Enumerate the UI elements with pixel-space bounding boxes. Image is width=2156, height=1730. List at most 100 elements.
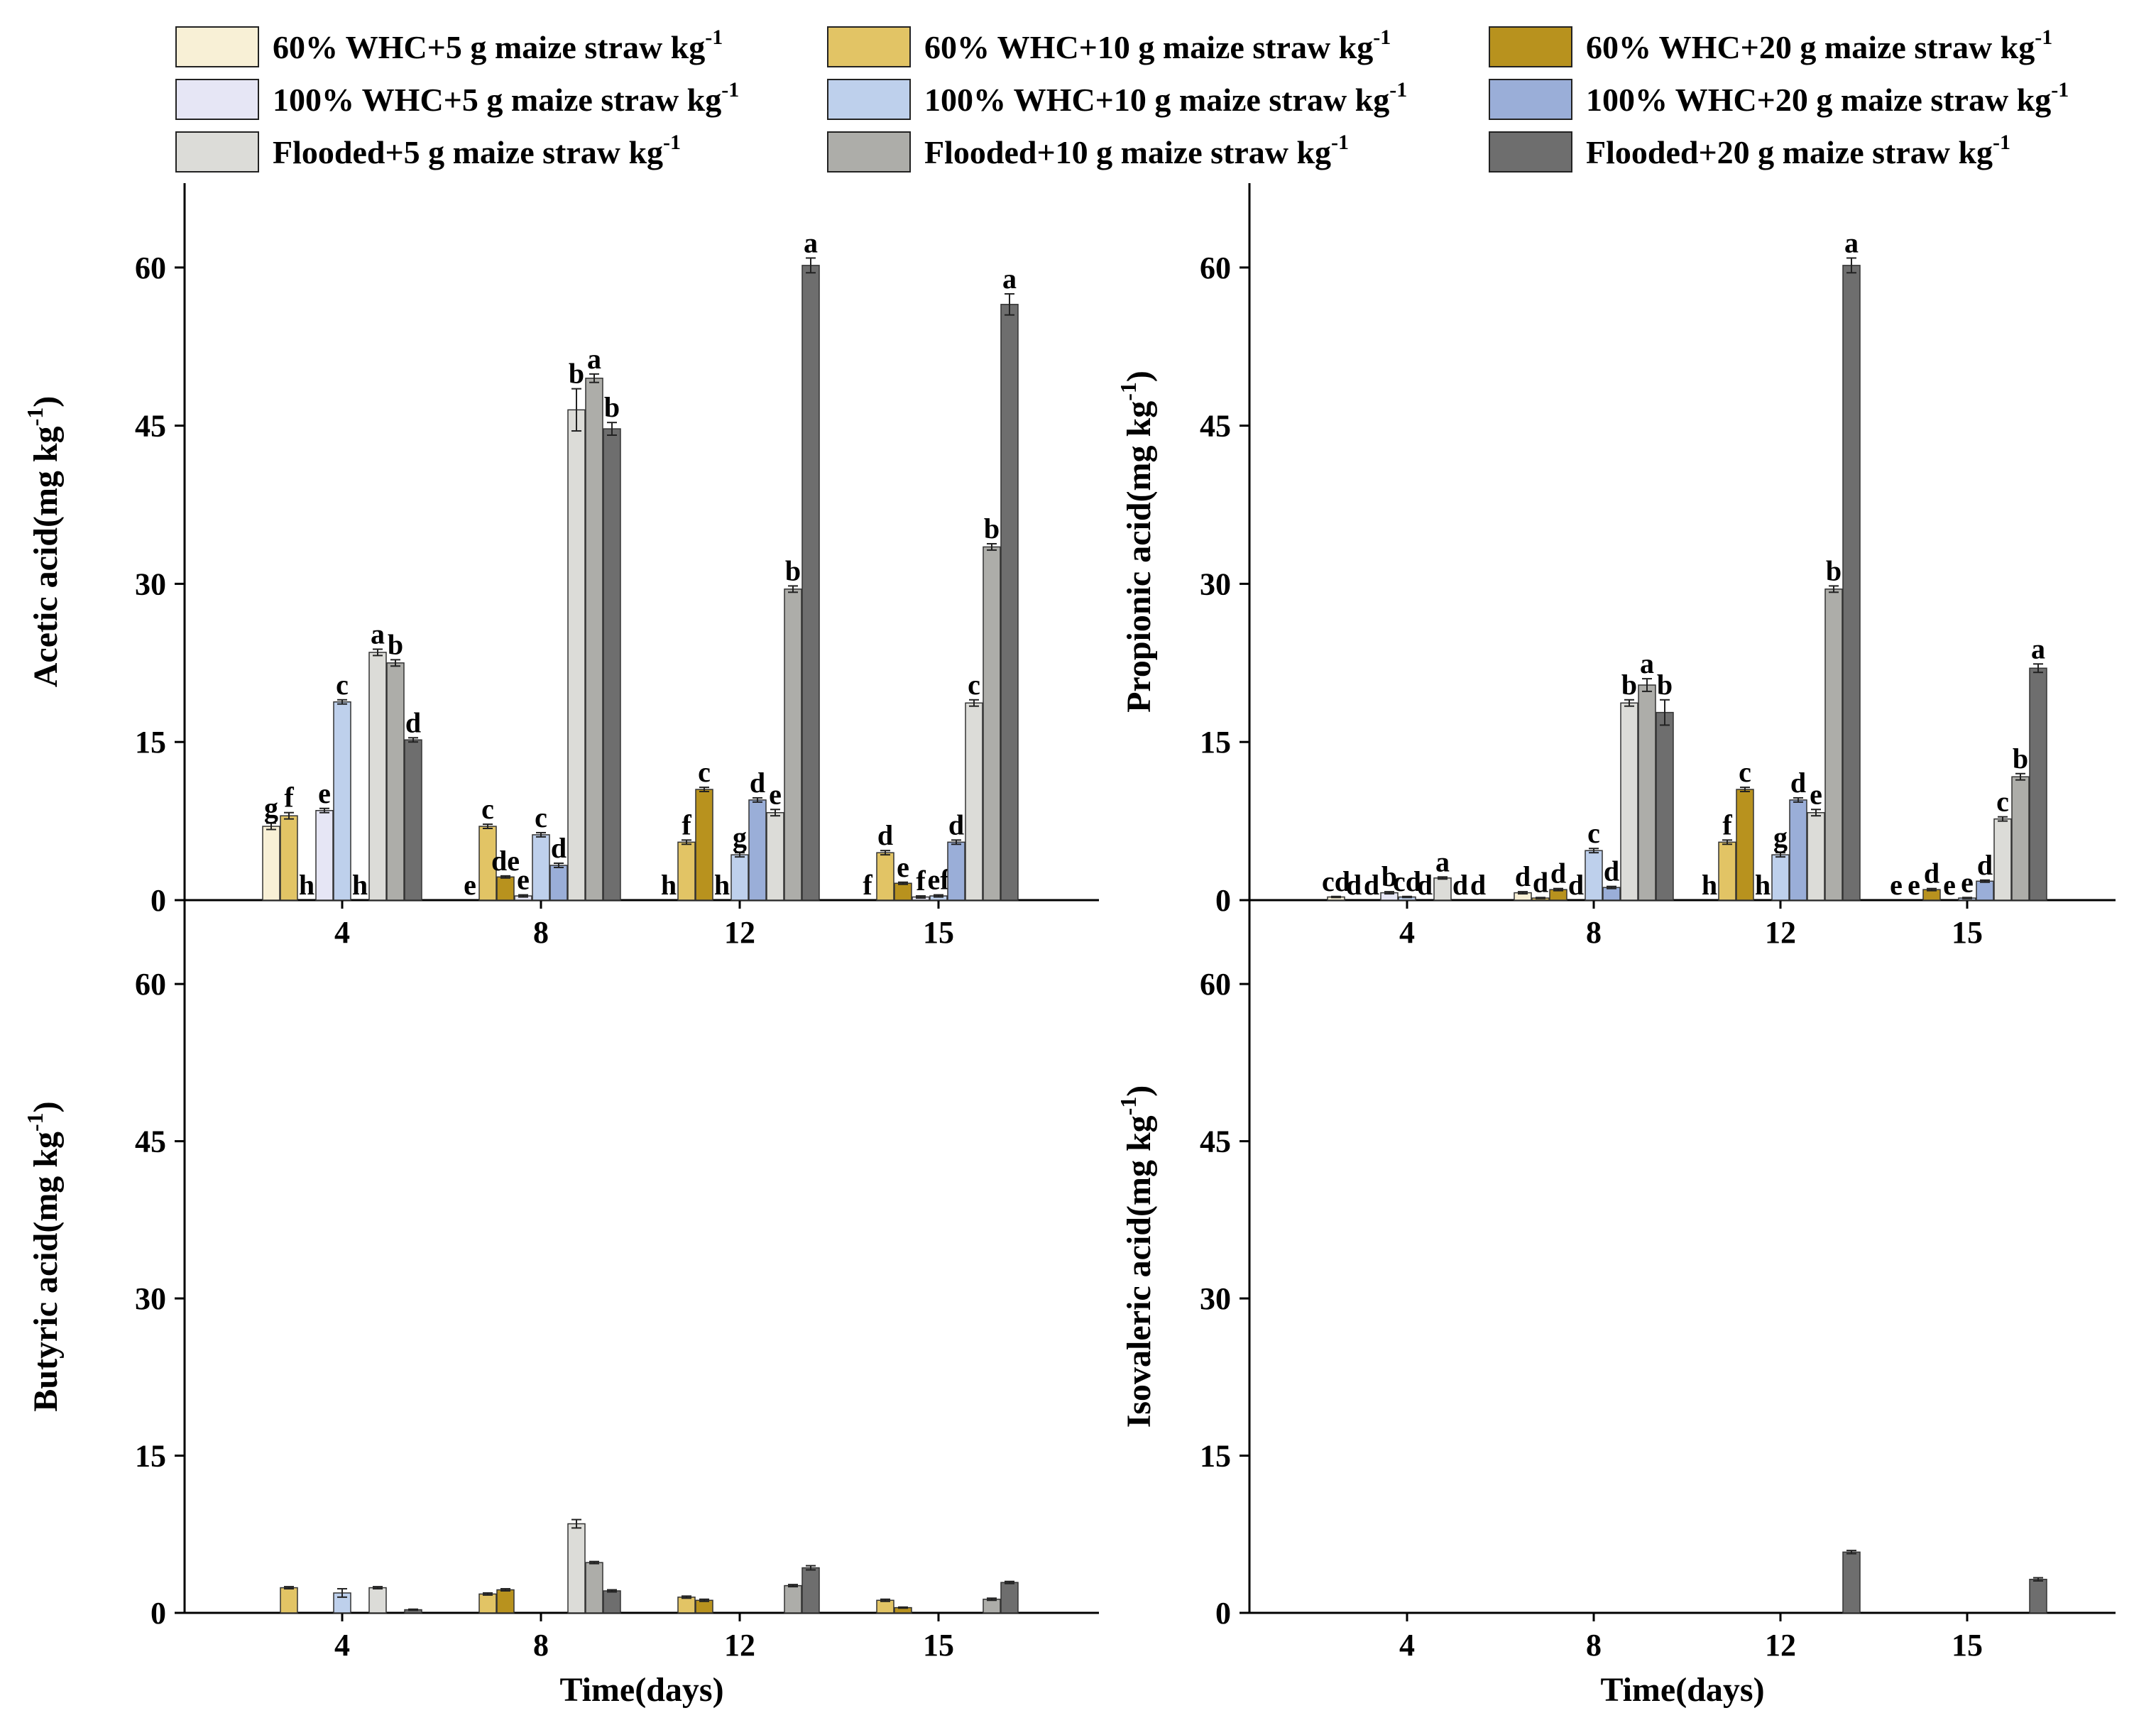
significance-letter: c xyxy=(968,669,980,701)
legend-swatch xyxy=(175,79,259,120)
x-tick-label: 8 xyxy=(1586,915,1602,950)
x-tick-label: 12 xyxy=(1765,1628,1796,1663)
x-axis-title: Time(days) xyxy=(1600,1671,1764,1709)
significance-letter: g xyxy=(264,792,278,824)
significance-letter: d xyxy=(750,767,765,799)
significance-letter: c xyxy=(535,801,547,833)
legend-swatch xyxy=(827,131,911,173)
significance-letter: b xyxy=(1826,554,1842,586)
y-tick-label: 45 xyxy=(1200,409,1231,444)
y-tick-label: 45 xyxy=(135,1124,166,1159)
y-tick-label: 30 xyxy=(1200,566,1231,601)
legend-swatch xyxy=(1489,79,1572,120)
bar xyxy=(368,652,387,901)
significance-letter: b xyxy=(1381,860,1397,892)
significance-letter: b xyxy=(1621,669,1637,701)
bar xyxy=(567,409,586,901)
y-tick-label: 15 xyxy=(135,1439,166,1474)
bar xyxy=(695,1599,713,1614)
bar xyxy=(2029,667,2047,901)
bar xyxy=(1656,711,1674,901)
significance-letter: f xyxy=(916,865,926,897)
x-tick-label: 15 xyxy=(923,1628,954,1663)
bar xyxy=(1000,1582,1019,1614)
significance-letter: e xyxy=(517,864,530,896)
legend-item: 60% WHC+5 g maize straw kg-1 xyxy=(175,26,723,67)
significance-letter: a xyxy=(804,226,818,258)
bar xyxy=(730,854,749,901)
bar xyxy=(368,1587,387,1614)
significance-letter: a xyxy=(587,343,601,375)
y-tick-label: 30 xyxy=(1200,1281,1231,1316)
bar xyxy=(748,799,767,901)
legend-swatch xyxy=(827,26,911,67)
y-axis-title: Isovaleric acid(mg kg-1) xyxy=(1115,1085,1158,1428)
x-tick-label: 12 xyxy=(1765,915,1796,950)
significance-letter: a xyxy=(2031,633,2045,664)
x-tick-label: 4 xyxy=(1399,915,1415,950)
x-tick-label: 15 xyxy=(1952,915,1983,950)
x-tick-label: 8 xyxy=(533,1628,549,1663)
significance-letter: f xyxy=(682,809,691,841)
bar xyxy=(1993,818,2012,901)
significance-letter: h xyxy=(661,869,677,901)
bar xyxy=(784,1584,802,1614)
significance-letter: a xyxy=(1002,263,1017,295)
bar xyxy=(585,378,603,901)
significance-letter: d xyxy=(551,832,567,864)
significance-letter: e xyxy=(769,778,782,810)
x-tick-label: 4 xyxy=(334,915,350,950)
bar xyxy=(1842,1551,1861,1614)
legend-swatch xyxy=(175,131,259,173)
significance-letter: b xyxy=(569,358,584,390)
y-axis-title: Propionic acid(mg kg-1) xyxy=(1115,371,1158,713)
legend-label: Flooded+5 g maize straw kg-1 xyxy=(273,131,681,170)
legend-swatch xyxy=(1489,131,1572,173)
bar xyxy=(1771,854,1790,901)
y-tick-label: 60 xyxy=(135,251,166,285)
y-axis-title: Butyric acid(mg kg-1) xyxy=(22,1101,65,1411)
bar xyxy=(1718,841,1736,901)
significance-letter: h xyxy=(1702,869,1717,901)
bar xyxy=(677,841,696,901)
bar xyxy=(801,1567,820,1614)
significance-letter: h xyxy=(1755,869,1771,901)
bar xyxy=(280,1587,298,1614)
y-tick-label: 0 xyxy=(151,883,166,918)
legend-label: 60% WHC+10 g maize straw kg-1 xyxy=(924,26,1391,65)
legend-item: 60% WHC+20 g maize straw kg-1 xyxy=(1489,26,2052,67)
significance-letter: d xyxy=(1417,869,1433,901)
significance-letter: d xyxy=(405,706,421,738)
significance-letter: d xyxy=(1568,869,1584,901)
significance-letter: d xyxy=(1924,858,1939,889)
legend-label: 100% WHC+10 g maize straw kg-1 xyxy=(924,78,1407,118)
significance-letter: d xyxy=(1790,767,1806,799)
significance-letter: b xyxy=(1657,669,1673,701)
bar xyxy=(567,1523,586,1614)
bar xyxy=(766,811,784,901)
bar xyxy=(1807,811,1825,901)
bar xyxy=(784,588,802,901)
bar xyxy=(965,702,983,901)
significance-letter: d xyxy=(1470,869,1486,901)
significance-letter: d xyxy=(1364,869,1379,901)
x-tick-label: 8 xyxy=(1586,1628,1602,1663)
bar xyxy=(947,841,965,901)
x-tick-label: 12 xyxy=(724,1628,755,1663)
significance-letter: e xyxy=(1908,869,1920,901)
significance-letter: e xyxy=(1961,866,1974,898)
significance-letter: d xyxy=(1977,849,1993,881)
y-tick-label: 15 xyxy=(1200,1439,1231,1474)
bar xyxy=(1000,304,1019,901)
bar xyxy=(2029,1579,2047,1614)
y-tick-label: 60 xyxy=(1200,251,1231,285)
bar xyxy=(1638,684,1656,901)
bar xyxy=(280,815,298,901)
legend-label: Flooded+10 g maize straw kg-1 xyxy=(924,131,1349,170)
x-tick-label: 8 xyxy=(533,915,549,950)
significance-letter: d xyxy=(1550,858,1566,889)
significance-letter: a xyxy=(1640,647,1654,679)
